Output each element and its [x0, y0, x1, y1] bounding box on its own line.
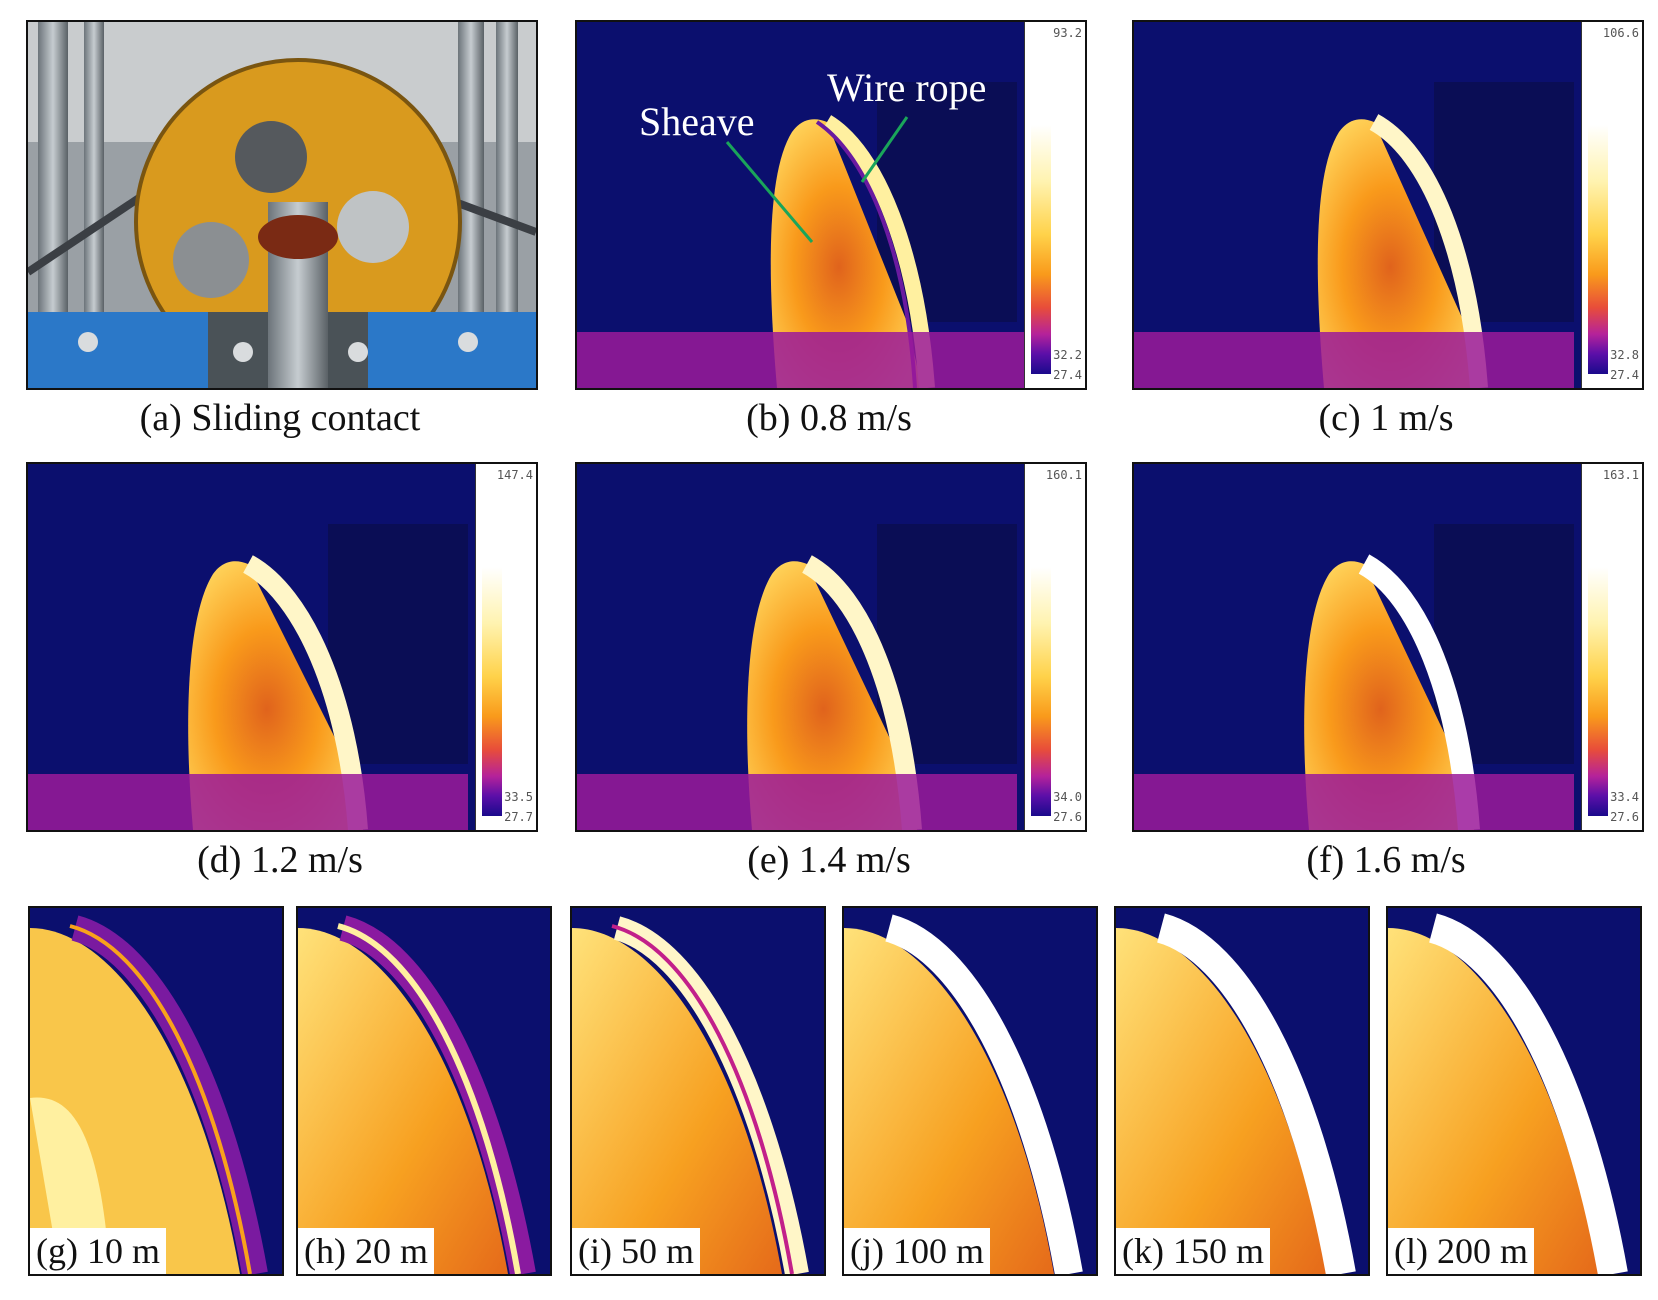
caption-f: (f) 1.6 m/s: [1306, 839, 1466, 881]
colorbar-mid: 32.8: [1610, 348, 1639, 362]
thermal-panel-d: 147.4 33.5 27.7: [26, 462, 538, 832]
colorbar-f: 163.1 33.4 27.6: [1581, 464, 1642, 830]
colorbar-min: 27.4: [1053, 368, 1082, 382]
thermal-panel-e: 160.1 34.0 27.6: [575, 462, 1087, 832]
annotation-wire-rope: Wire rope: [827, 65, 987, 110]
colorbar-gradient: [482, 484, 502, 816]
zoom-thermal-j: [844, 908, 1096, 1274]
thermal-image-e: [577, 464, 1085, 830]
zoom-panel-i: (i) 50 m: [570, 906, 826, 1276]
zoom-label-g: (g) 10 m: [30, 1228, 166, 1274]
colorbar-max: 160.1: [1045, 468, 1082, 482]
caption-c: (c) 1 m/s: [1318, 397, 1454, 439]
zoom-thermal-k: [1116, 908, 1368, 1274]
colorbar-max: 147.4: [496, 468, 533, 482]
zoom-label-i: (i) 50 m: [572, 1228, 700, 1274]
colorbar-max: 106.6: [1602, 26, 1639, 40]
zoom-label-k: (k) 150 m: [1116, 1228, 1270, 1274]
colorbar-gradient: [1588, 42, 1608, 374]
thermal-image-c: [1134, 22, 1642, 388]
colorbar-max: 163.1: [1602, 468, 1639, 482]
colorbar-b: 93.2 32.2 27.4: [1024, 22, 1085, 388]
caption-a: (a) Sliding contact: [139, 397, 421, 439]
zoom-thermal-l: [1388, 908, 1640, 1274]
photo-panel-a: [26, 20, 538, 390]
zoom-panel-j: (j) 100 m: [842, 906, 1098, 1276]
thermal-panel-b: Sheave Wire rope 93.2 32.2 27.4: [575, 20, 1087, 390]
colorbar-e: 160.1 34.0 27.6: [1024, 464, 1085, 830]
sliding-contact-photo: [28, 22, 536, 388]
zoom-thermal-i: [572, 908, 824, 1274]
thermal-panel-f: 163.1 33.4 27.6: [1132, 462, 1644, 832]
colorbar-min: 27.6: [1053, 810, 1082, 824]
colorbar-mid: 33.5: [504, 790, 533, 804]
zoom-label-h: (h) 20 m: [298, 1228, 434, 1274]
colorbar-mid: 34.0: [1053, 790, 1082, 804]
colorbar-max: 93.2: [1053, 26, 1082, 40]
colorbar-min: 27.7: [504, 810, 533, 824]
colorbar-mid: 32.2: [1053, 348, 1082, 362]
colorbar-c: 106.6 32.8 27.4: [1581, 22, 1642, 388]
zoom-panel-l: (l) 200 m: [1386, 906, 1642, 1276]
colorbar-gradient: [1031, 484, 1051, 816]
annotation-sheave: Sheave: [639, 99, 755, 144]
zoom-panel-k: (k) 150 m: [1114, 906, 1370, 1276]
caption-d: (d) 1.2 m/s: [197, 839, 363, 881]
zoom-label-l: (l) 200 m: [1388, 1228, 1534, 1274]
colorbar-min: 27.4: [1610, 368, 1639, 382]
zoom-thermal-h: [298, 908, 550, 1274]
colorbar-gradient: [1588, 484, 1608, 816]
colorbar-mid: 33.4: [1610, 790, 1639, 804]
colorbar-d: 147.4 33.5 27.7: [475, 464, 536, 830]
zoom-thermal-g: [30, 908, 282, 1274]
zoom-panel-h: (h) 20 m: [296, 906, 552, 1276]
zoom-label-j: (j) 100 m: [844, 1228, 990, 1274]
colorbar-min: 27.6: [1610, 810, 1639, 824]
colorbar-gradient: [1031, 42, 1051, 374]
caption-b: (b) 0.8 m/s: [746, 397, 912, 439]
thermal-image-b: [577, 22, 1085, 388]
caption-e: (e) 1.4 m/s: [747, 839, 911, 881]
thermal-image-f: [1134, 464, 1642, 830]
thermal-panel-c: 106.6 32.8 27.4: [1132, 20, 1644, 390]
thermal-image-d: [28, 464, 536, 830]
zoom-panel-g: (g) 10 m: [28, 906, 284, 1276]
